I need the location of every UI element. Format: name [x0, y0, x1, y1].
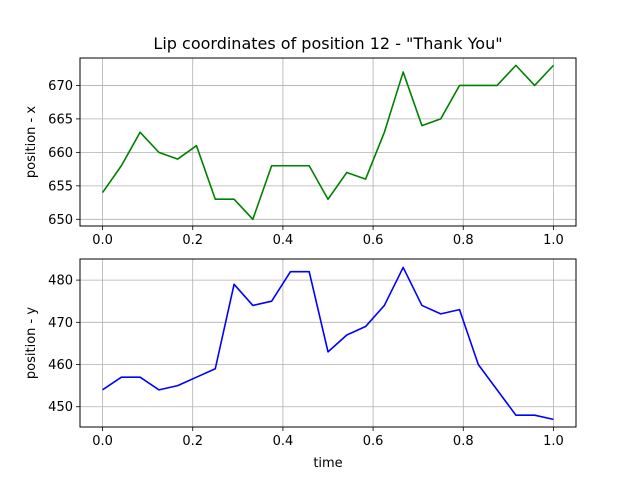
x-tick-label: 0.4	[273, 434, 294, 449]
series-line	[101, 64, 555, 221]
y-tick-label: 655	[48, 179, 73, 194]
panel-bottom: 0.0 0.2 0.4 0.6 0.8 1.0 450 460 470 480 position…	[24, 258, 577, 471]
y-ticks-top: 650 655 660 665 670	[48, 79, 80, 228]
x-tick-label: 1.0	[543, 434, 564, 449]
panel-top: 0.0 0.2 0.4 0.6 0.8 1.0 650 655 660 665 670 posit…	[24, 57, 577, 248]
grid-bottom	[80, 259, 576, 427]
x-tick-label: 0.0	[92, 434, 113, 449]
plot-area-bottom	[79, 258, 577, 428]
x-tick-label: 0.8	[453, 233, 474, 248]
x-tick-label: 0.6	[363, 233, 384, 248]
series-top	[101, 64, 555, 221]
y-axis-label-top: position - x	[24, 106, 39, 178]
x-ticks-top: 0.0 0.2 0.4 0.6 0.8 1.0	[92, 226, 564, 248]
series-line	[102, 266, 554, 421]
y-tick-label: 670	[48, 79, 73, 94]
x-tick-label: 0.4	[273, 233, 294, 248]
x-tick-label: 1.0	[543, 233, 564, 248]
x-tick-label: 0.2	[182, 233, 203, 248]
y-tick-label: 665	[48, 112, 73, 127]
y-tick-label: 470	[48, 316, 73, 331]
y-tick-label: 450	[48, 400, 73, 415]
y-tick-label: 460	[48, 358, 73, 373]
x-axis-label: time	[313, 456, 342, 471]
y-tick-label: 480	[48, 274, 73, 289]
x-tick-label: 0.6	[363, 434, 384, 449]
y-ticks-bottom: 450 460 470 480	[48, 274, 80, 415]
x-ticks-bottom: 0.0 0.2 0.4 0.6 0.8 1.0	[92, 427, 564, 449]
x-tick-label: 0.2	[182, 434, 203, 449]
y-tick-label: 660	[48, 146, 73, 161]
plot-area-top	[79, 57, 577, 227]
x-tick-label: 0.0	[92, 233, 113, 248]
x-tick-label: 0.8	[453, 434, 474, 449]
series-bottom	[102, 266, 554, 421]
y-tick-label: 650	[48, 213, 73, 228]
y-axis-label-bottom: position - y	[24, 307, 39, 379]
chart-title: Lip coordinates of position 12 - "Thank …	[153, 34, 502, 53]
